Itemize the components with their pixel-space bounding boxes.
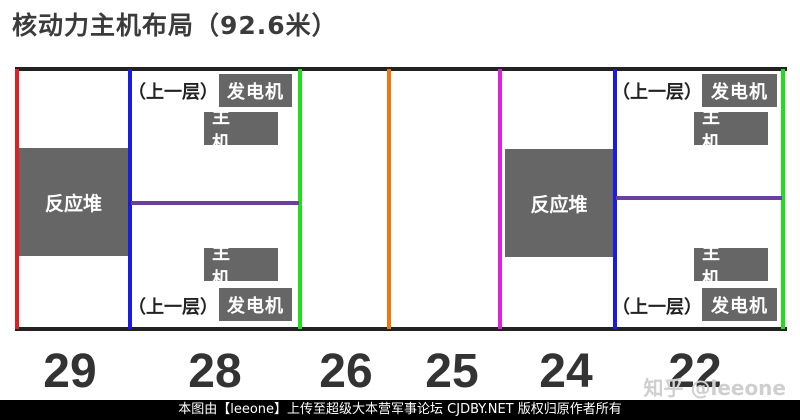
bulkhead-blue-1 bbox=[128, 69, 132, 329]
main-engine-box: 主 机 bbox=[204, 107, 278, 154]
bulkhead-blue-2 bbox=[613, 69, 617, 329]
generator-box: 发电机 bbox=[702, 288, 777, 321]
generator-box: 发电机 bbox=[219, 288, 292, 321]
reactor-box-1: 反应堆 bbox=[19, 148, 128, 256]
hull-top-line bbox=[15, 67, 787, 71]
copyright-footer: 本图由【leeone】上传至超级大本营军事论坛 CJDBY.NET 版权归原作者… bbox=[0, 400, 800, 420]
generator-box: 发电机 bbox=[702, 74, 777, 107]
compartment-number: 25 bbox=[425, 345, 479, 398]
compartment-number: 28 bbox=[188, 345, 242, 398]
bulkhead-red bbox=[15, 69, 19, 329]
upper-deck-label: （上一层） bbox=[612, 82, 702, 103]
watermark: 知乎 @leeone bbox=[643, 376, 787, 400]
compartment-number: 26 bbox=[319, 345, 373, 398]
upper-deck-label: （上一层） bbox=[612, 297, 702, 318]
centerline-right bbox=[616, 196, 782, 200]
compartment-number: 24 bbox=[539, 345, 593, 398]
centerline-left bbox=[131, 201, 299, 205]
generator-box: 发电机 bbox=[219, 74, 292, 107]
reactor-box-2: 反应堆 bbox=[505, 149, 613, 257]
upper-deck-label: （上一层） bbox=[128, 297, 218, 318]
main-engine-box: 主 机 bbox=[694, 107, 768, 154]
bulkhead-magenta bbox=[498, 69, 502, 329]
bulkhead-green-2 bbox=[781, 69, 785, 329]
bulkhead-orange bbox=[387, 69, 391, 329]
hull-bottom-line bbox=[15, 327, 787, 331]
upper-deck-label: （上一层） bbox=[128, 82, 218, 103]
compartment-number: 29 bbox=[43, 345, 97, 398]
page-title: 核动力主机布局（92.6米） bbox=[12, 11, 338, 40]
bulkhead-green-1 bbox=[298, 69, 302, 329]
main-engine-box: 主 机 bbox=[694, 243, 768, 290]
compartment-number: 22 bbox=[668, 345, 722, 398]
main-engine-box: 主 机 bbox=[204, 243, 278, 290]
